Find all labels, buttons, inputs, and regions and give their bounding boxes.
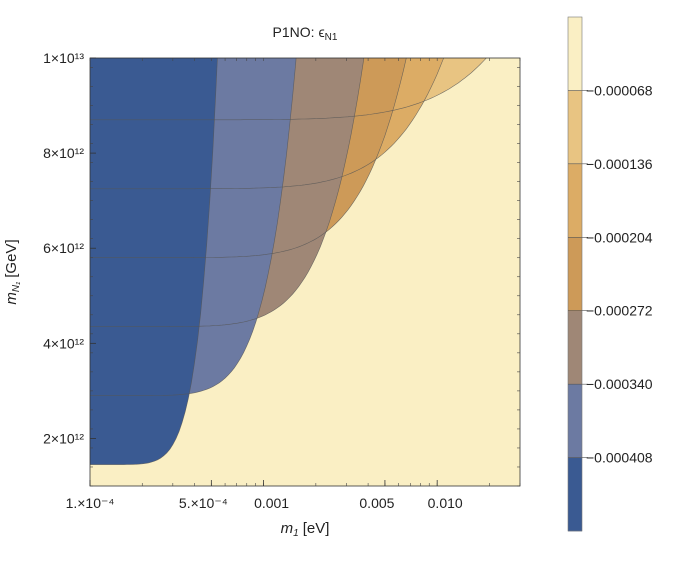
- y-tick-label: 4×10¹²: [43, 335, 84, 351]
- y-axis-ticks: 2×10¹² 4×10¹² 6×10¹² 8×10¹² 1×10¹³: [43, 50, 520, 487]
- contour-line: [90, 57, 218, 465]
- x-tick-label: 0.005: [359, 495, 394, 511]
- contour-line: [90, 57, 407, 258]
- y-tick-label: 6×10¹²: [43, 240, 84, 256]
- colorbar-label: −0.000068: [586, 82, 653, 98]
- colorbar-label: −0.000272: [586, 303, 653, 319]
- y-tick-label: 2×10¹²: [43, 430, 84, 446]
- contour-line: [90, 57, 297, 396]
- x-tick-label: 5.×10⁻⁴: [179, 495, 228, 511]
- colorbar-frame: [567, 16, 583, 532]
- colorbar-segment: [568, 163, 582, 238]
- colorbar-segment: [568, 384, 582, 458]
- svg-text:mN₁[GeV]: mN₁[GeV]: [3, 239, 22, 304]
- colorbar-label: −0.000408: [586, 450, 653, 466]
- contour-line: [90, 57, 487, 121]
- colorbar-label: −0.000136: [586, 156, 653, 172]
- plot-frame: [89, 57, 521, 487]
- colorbar-segment: [568, 17, 582, 91]
- contour-lines: [90, 57, 487, 465]
- y-axis-label: mN₁[GeV]: [3, 239, 22, 304]
- plot-area: [90, 57, 520, 486]
- colorbar-label: −0.000204: [586, 229, 653, 245]
- contour-line: [90, 57, 444, 190]
- colorbar-label: −0.000340: [586, 376, 653, 392]
- colorbar-segment: [568, 237, 582, 312]
- colorbar: −0.000408 −0.000340 −0.000272 −0.000204 −0.0…: [567, 16, 653, 532]
- contour-line: [90, 57, 365, 327]
- contour-band: [90, 58, 218, 465]
- x-tick-label: 0.001: [254, 495, 289, 511]
- colorbar-segment: [568, 457, 582, 532]
- x-axis-label: m1 [eV]: [281, 520, 330, 539]
- x-tick-label: 0.010: [428, 495, 463, 511]
- y-tick-label: 8×10¹²: [43, 145, 84, 161]
- contour-bands: [90, 58, 520, 486]
- x-axis-ticks: 1.×10⁻⁴ 5.×10⁻⁴ 0.001 0.005 0.010: [66, 58, 521, 511]
- colorbar-segment: [568, 90, 582, 165]
- x-tick-label: 1.×10⁻⁴: [66, 495, 115, 511]
- y-tick-label: 1×10¹³: [43, 50, 84, 66]
- colorbar-segment: [568, 310, 582, 385]
- chart-title: P1NO: ϵN1: [273, 24, 338, 43]
